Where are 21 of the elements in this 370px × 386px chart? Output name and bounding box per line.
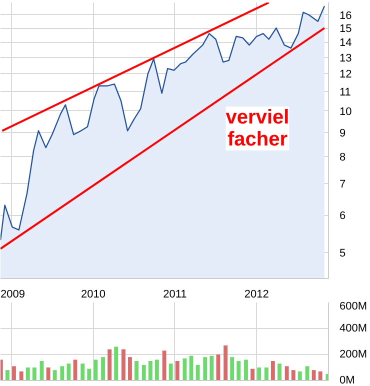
x-tick-label: 2010 [80,288,106,300]
y-tick-label: 5 [340,247,346,260]
y-tick-label: 6 [340,210,346,222]
y-tick-label: 10 [340,106,352,118]
y-tick-label: 200M [340,348,368,360]
y-tick-label: 12 [340,68,352,81]
x-tick-label: 2009 [0,288,25,300]
y-tick-label: 8 [340,151,346,164]
y-tick-label: 14 [340,37,352,50]
y-tick-label: 400M [340,322,368,334]
y-tick-label: 15 [340,23,352,36]
y-tick-label: 0M [340,374,355,386]
y-tick-label: 600M [340,300,368,312]
annotation: verviel facher [226,106,290,150]
y-tick-label: 13 [340,52,352,64]
y-tick-label: 11 [340,86,351,98]
x-tick-label: 2012 [244,288,269,300]
y-tick-label: 9 [340,127,346,140]
y-tick-label: 7 [340,178,346,191]
x-tick-label: 2011 [163,288,187,300]
y-tick-label: 16 [340,10,352,22]
